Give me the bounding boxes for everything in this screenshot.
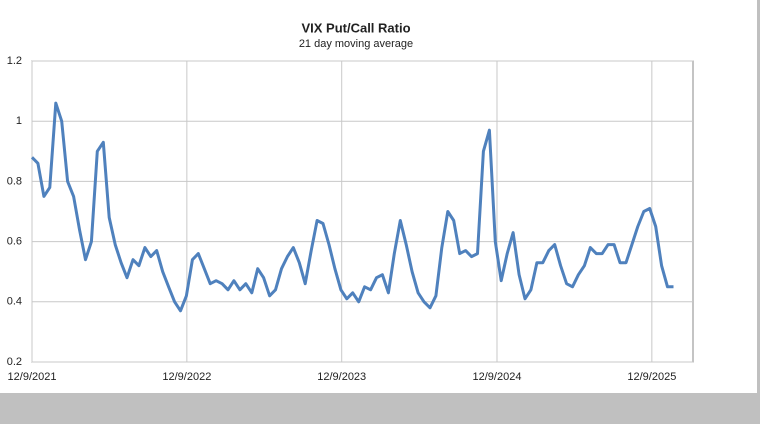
y-tick-label: 1.2	[7, 55, 22, 67]
chart-title: VIX Put/Call Ratio	[301, 20, 410, 35]
y-tick-label: 0.6	[7, 236, 22, 248]
y-tick-label: 1	[16, 115, 22, 127]
x-tick-label: 12/9/2025	[627, 371, 676, 383]
y-tick-label: 0.8	[7, 175, 22, 187]
y-tick-label: 0.4	[7, 296, 22, 308]
plot-area	[31, 60, 694, 363]
y-tick-label: 0.2	[7, 356, 22, 368]
x-tick-label: 12/9/2022	[162, 371, 211, 383]
x-tick-label: 12/9/2024	[473, 371, 522, 383]
x-tick-label: 12/9/2023	[317, 371, 366, 383]
data-line	[30, 101, 674, 313]
chart-subtitle: 21 day moving average	[299, 38, 413, 50]
x-tick-label: 12/9/2021	[8, 371, 57, 383]
